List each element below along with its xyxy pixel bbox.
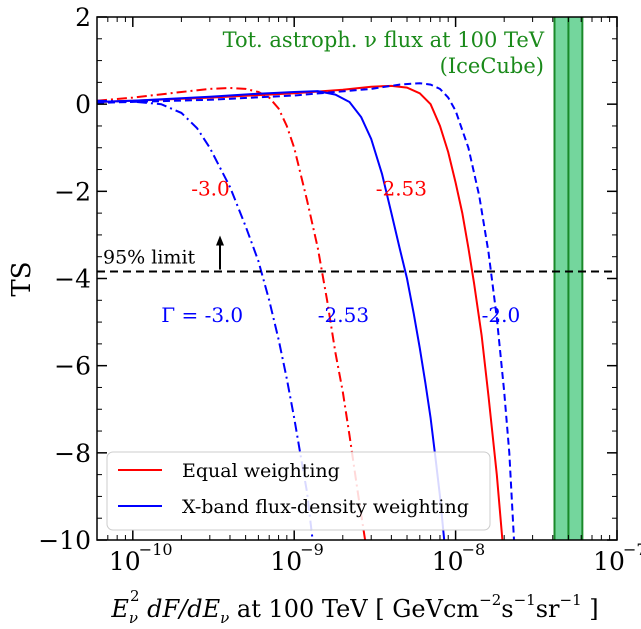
gamma-annotation: -2.53 <box>376 177 427 201</box>
series-line-equal-0 <box>97 86 367 540</box>
series-layer <box>97 82 515 540</box>
x-tick-exponent: −8 <box>462 540 486 559</box>
labels-layer: -3.0 -2.53 Γ = -3.0 -2.53 -2.0 <box>161 177 520 327</box>
x-tick-exponent: −10 <box>139 540 173 559</box>
icecube-flux-band <box>553 17 584 540</box>
series-line-xband-4 <box>97 90 446 540</box>
x-tick-label: 10 <box>109 547 141 576</box>
x-tick-label: 10 <box>593 547 625 576</box>
series-line-xband-3 <box>97 99 314 540</box>
series-line-equal-1 <box>97 84 504 540</box>
x-tick-exponent: −7 <box>623 540 641 559</box>
legend-label-xband: X-band flux-density weighting <box>182 496 469 518</box>
band-label-line1: Tot. astroph. ν flux at 100 TeV <box>223 28 545 52</box>
limit-arrow-head <box>216 235 224 246</box>
y-tick-label: 2 <box>75 3 91 32</box>
y-tick-label: −4 <box>54 265 91 294</box>
x-tick-label: 10 <box>270 547 302 576</box>
series-line-xband-5 <box>97 82 515 540</box>
gamma-annotation: -2.0 <box>482 303 521 327</box>
limit-layer: 95% limit <box>97 235 617 273</box>
y-tick-label: −8 <box>54 439 91 468</box>
gamma-annotation: -2.53 <box>318 303 369 327</box>
gamma-annotation: Γ = -3.0 <box>161 303 243 327</box>
y-tick-label: −6 <box>54 352 91 381</box>
y-tick-label: 0 <box>75 90 91 119</box>
x-tick-exponent: −9 <box>300 540 324 559</box>
y-tick-label: −2 <box>54 177 91 206</box>
gamma-annotation: -3.0 <box>191 177 230 201</box>
plot-frame <box>96 16 618 541</box>
limit-label: 95% limit <box>103 247 196 269</box>
legend-label-equal: Equal weighting <box>182 460 340 482</box>
x-axis-label: Eν2 dF/dEν at 100 TeV [ GeVcm−2s−1sr−1 ] <box>110 587 598 627</box>
y-tick-label: −10 <box>38 526 91 555</box>
legend-box <box>106 451 491 531</box>
y-axis-label: TS <box>7 261 37 296</box>
legend: Equal weighting X-band flux-density weig… <box>106 451 491 531</box>
band-label-line2: (IceCube) <box>440 54 544 78</box>
x-tick-label: 10 <box>432 547 464 576</box>
